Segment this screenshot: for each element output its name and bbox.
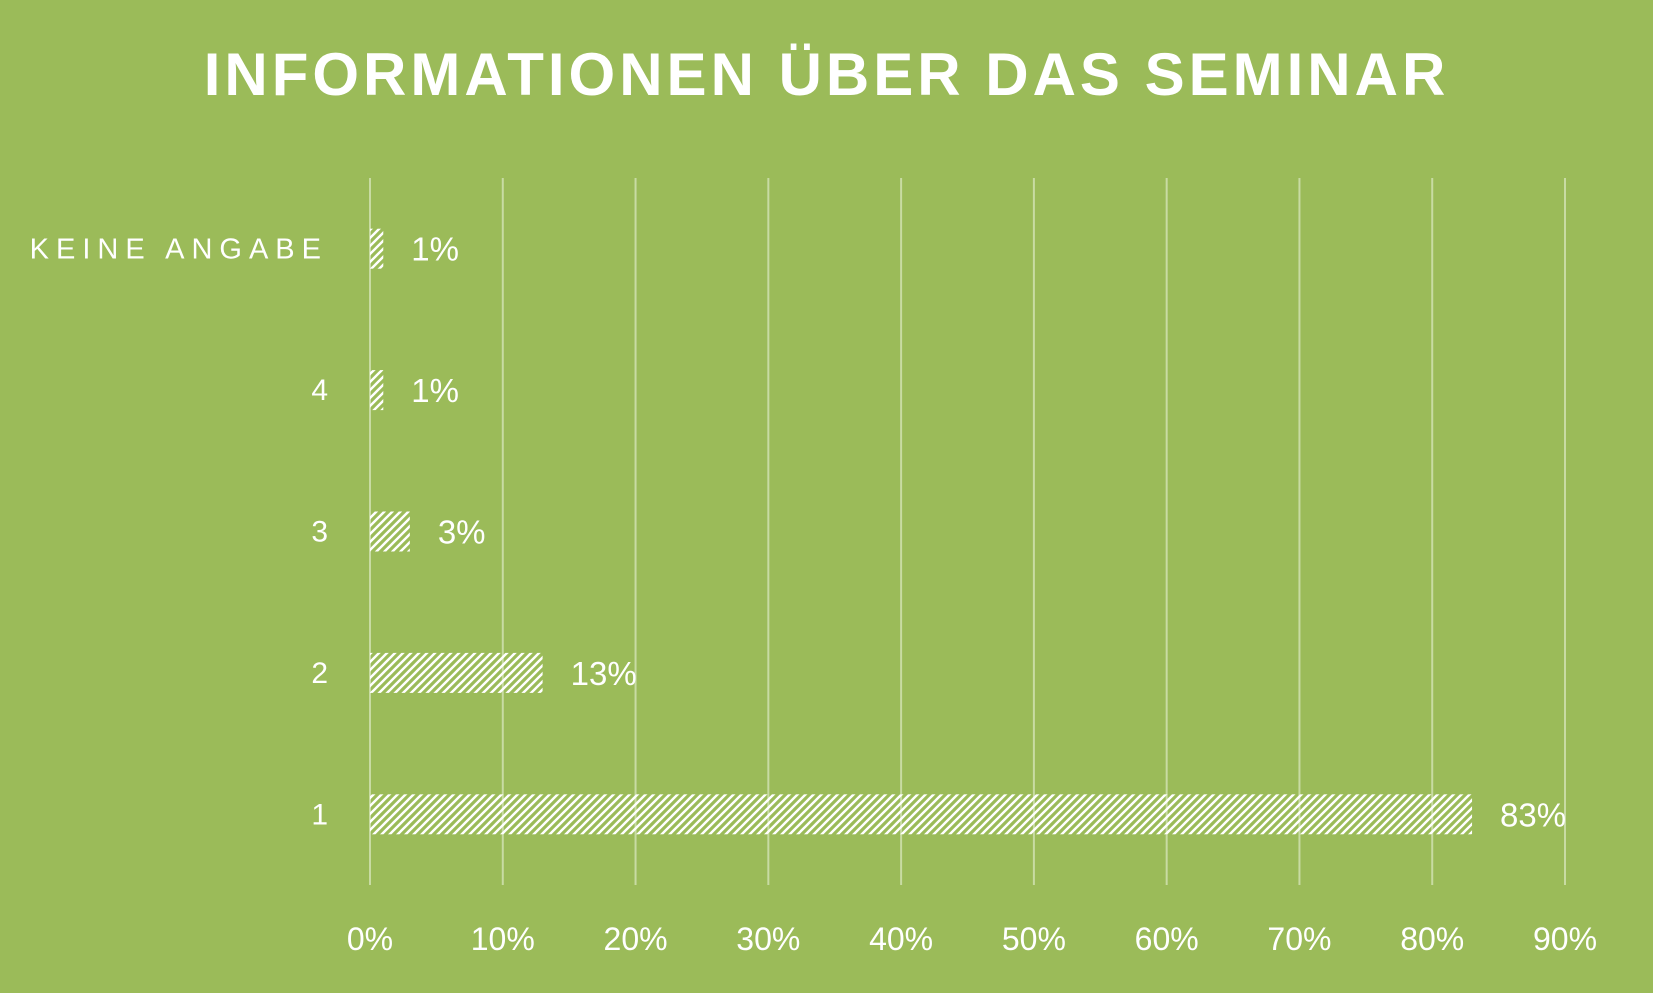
data-label: 1% (411, 231, 459, 268)
bar (370, 794, 1473, 835)
category-label: KEINE ANGABE (30, 234, 328, 266)
category-label: 3 (311, 516, 328, 549)
x-tick-label: 10% (471, 921, 535, 957)
x-tick-label: 0% (347, 921, 393, 957)
bar (370, 511, 410, 552)
data-label: 1% (411, 372, 459, 409)
category-label: 4 (311, 374, 328, 407)
data-label: 83% (1500, 796, 1566, 833)
bar (370, 228, 384, 269)
x-tick-label: 40% (869, 921, 933, 957)
x-tick-label: 60% (1135, 921, 1199, 957)
bar (370, 370, 384, 411)
category-label: 2 (311, 657, 328, 690)
x-tick-label: 70% (1267, 921, 1331, 957)
x-tick-label: 30% (736, 921, 800, 957)
chart-title: INFORMATIONEN ÜBER DAS SEMINAR (203, 41, 1450, 108)
bar (370, 652, 543, 693)
x-tick-label: 20% (604, 921, 668, 957)
x-tick-label: 80% (1400, 921, 1464, 957)
category-label: 1 (311, 798, 328, 831)
x-tick-label: 90% (1533, 921, 1597, 957)
x-tick-label: 50% (1002, 921, 1066, 957)
data-label: 3% (438, 514, 486, 551)
data-label: 13% (571, 655, 637, 692)
